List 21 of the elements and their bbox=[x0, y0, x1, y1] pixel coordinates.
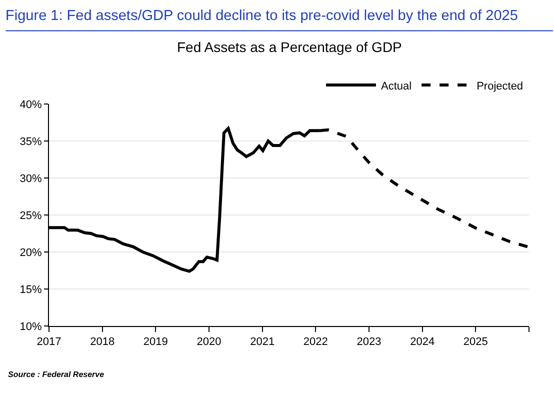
chart-title: Figure 1: Fed assets/GDP could decline to its pre-covid level by the end of 2025 bbox=[6, 8, 518, 24]
source-note: Source : Federal Reserve bbox=[8, 370, 105, 379]
y-tick-label: 40% bbox=[20, 98, 42, 111]
y-tick-label: 10% bbox=[20, 320, 42, 333]
x-tick-label: 2023 bbox=[356, 336, 382, 348]
y-tick-label: 35% bbox=[20, 136, 42, 148]
x-tick-label: 2019 bbox=[143, 336, 168, 348]
y-tick-label: 25% bbox=[20, 210, 42, 222]
chart-subtitle: Fed Assets as a Percentage of GDP bbox=[177, 39, 402, 55]
x-tick-label: 2025 bbox=[463, 336, 488, 348]
y-tick-label: 15% bbox=[20, 284, 42, 296]
x-tick-label: 2022 bbox=[303, 336, 328, 348]
x-tick-label: 2018 bbox=[90, 336, 115, 348]
x-tick-label: 2021 bbox=[250, 336, 275, 348]
x-tick-label: 2017 bbox=[36, 336, 62, 348]
x-tick-label: 2024 bbox=[410, 336, 435, 348]
legend-label: Actual bbox=[381, 80, 412, 92]
y-tick-label: 30% bbox=[20, 172, 42, 185]
x-tick-label: 2020 bbox=[196, 336, 222, 348]
legend-label: Projected bbox=[476, 80, 524, 92]
y-tick-label: 20% bbox=[20, 246, 42, 259]
